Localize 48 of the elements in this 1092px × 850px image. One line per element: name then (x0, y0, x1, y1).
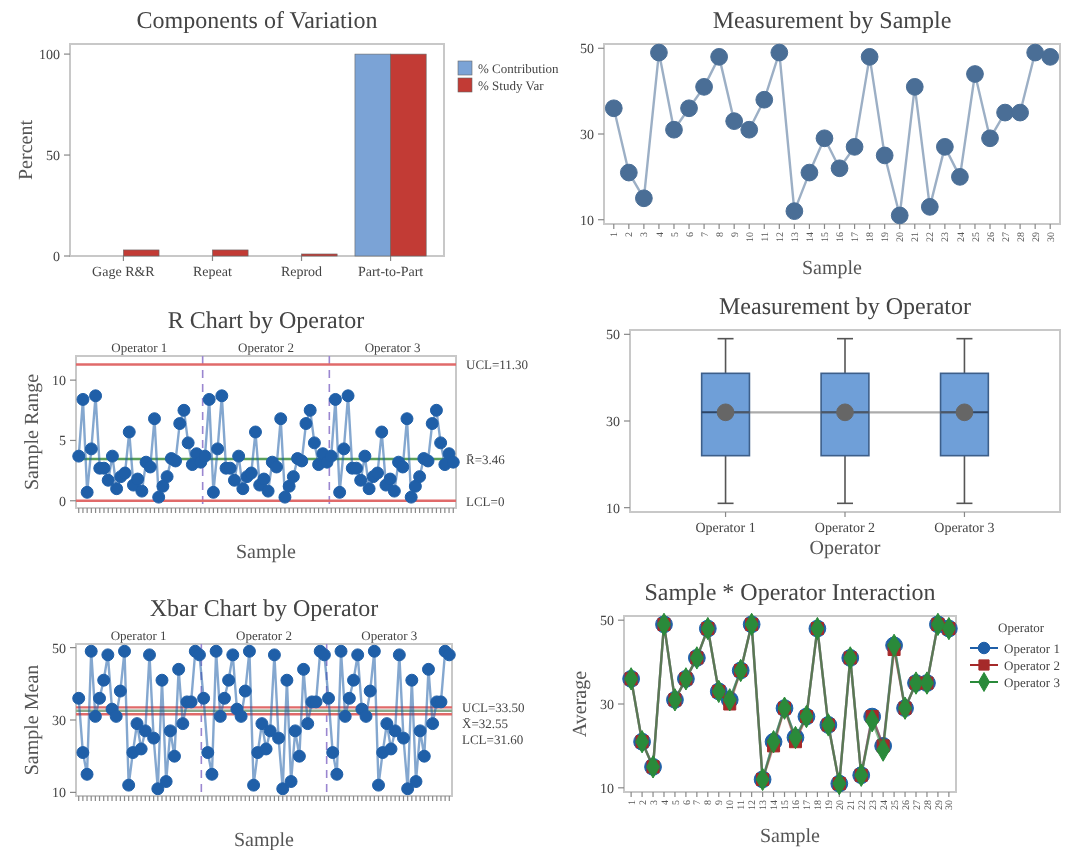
point (740, 120, 759, 139)
x-axis-title: Sample (234, 830, 296, 850)
point (665, 120, 683, 139)
chart-title: Measurement by Sample (712, 6, 952, 34)
point (1026, 43, 1045, 62)
point (936, 138, 954, 156)
point (815, 129, 834, 148)
point (996, 103, 1014, 122)
x-axis-title: Sample (236, 542, 298, 564)
point (875, 146, 894, 165)
x-axis-title: Operator (809, 538, 882, 560)
y-axis-title: Percent (16, 119, 38, 180)
y-axis-title: Average (570, 669, 592, 738)
point (951, 168, 969, 186)
point (1041, 48, 1060, 66)
line-series (604, 43, 1060, 225)
point (725, 112, 744, 130)
point (604, 99, 623, 118)
chart-title: Components of Variation (136, 6, 378, 34)
point (800, 163, 819, 182)
point (650, 43, 668, 62)
point (981, 129, 999, 148)
chart-title: Measurement by Operator (719, 292, 971, 320)
chart-title: Xbar Chart by Operator (149, 594, 379, 622)
bar (123, 249, 160, 257)
point (845, 138, 864, 156)
x-axis-title: Sample (760, 826, 822, 848)
bar (212, 249, 249, 257)
chart-title: R Chart by Operator (167, 306, 365, 334)
point (619, 163, 638, 182)
point (966, 65, 984, 83)
point (830, 159, 849, 178)
chart-title: Sample * Operator Interaction (644, 578, 936, 606)
point (695, 78, 713, 96)
point (785, 202, 804, 220)
point (755, 90, 774, 109)
point (890, 206, 909, 225)
point (680, 99, 698, 118)
point (710, 48, 728, 66)
y-axis-title: Sample Mean (22, 664, 44, 776)
point (905, 78, 924, 96)
point (920, 198, 939, 216)
y-axis-title: Sample Range (22, 372, 44, 491)
x-axis-title: Sample (802, 258, 864, 280)
point (635, 189, 653, 208)
point (860, 48, 879, 66)
point (770, 43, 789, 62)
point (1011, 103, 1029, 122)
